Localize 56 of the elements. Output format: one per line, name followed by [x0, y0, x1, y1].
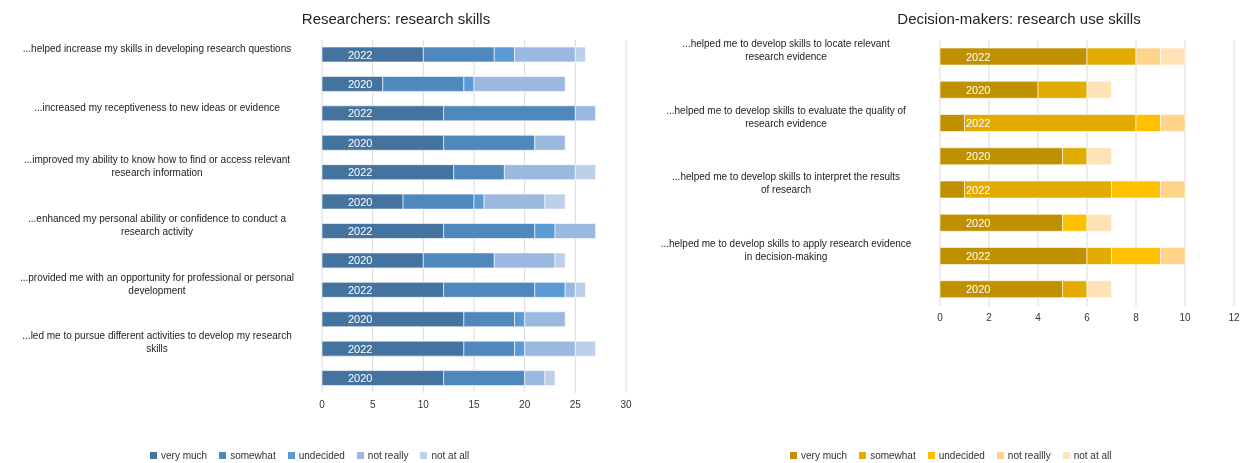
legend-label: not really [366, 450, 409, 461]
x-tick-label: 25 [569, 399, 582, 411]
y-tick-label: 2022 [966, 50, 991, 63]
x-tick-label: 8 [1133, 312, 1140, 324]
x-tick-label: 6 [1084, 312, 1091, 324]
text: ...helped increase my skills in developing research questions [22, 42, 292, 54]
y-tick-label: 2022 [348, 48, 373, 61]
y-tick-label: 2022 [348, 225, 373, 237]
chart-title: Researchers: research skills [300, 10, 492, 27]
y-tick-label: 2022 [966, 117, 991, 129]
legend-label: not reallly [1006, 450, 1051, 461]
y-tick-label: 2022 [348, 342, 373, 355]
x-tick-label: 15 [468, 399, 480, 411]
legend-label: not at all [1072, 450, 1112, 461]
y-tick-label: 2020 [348, 77, 373, 90]
text: ...provided me with an opportunity for professional or personal development [19, 271, 295, 296]
x-tick-label: 0 [937, 312, 944, 324]
x-tick-label: 12 [1228, 312, 1240, 324]
legend-label: undecided [937, 450, 985, 461]
x-tick-label: 10 [1179, 312, 1191, 324]
y-tick-label: 2022 [966, 250, 991, 262]
legend-label: undecided [297, 450, 345, 461]
legend-label: not at all [430, 450, 470, 461]
legend-label: very much [800, 450, 848, 461]
x-tick-label: 30 [620, 399, 632, 411]
y-tick-label: 2022 [348, 107, 373, 120]
y-tick-label: 2022 [348, 283, 373, 296]
x-tick-label: 10 [417, 399, 430, 411]
y-tick-label: 2020 [348, 313, 373, 326]
text: ...helped me to develop skills to apply research evidence in decision-making [660, 237, 912, 262]
text: ...helped me to develop skills to evaluate the quality of research evidence [666, 104, 907, 129]
y-tick-label: 2020 [348, 195, 373, 208]
x-tick-label: 2 [986, 312, 993, 324]
y-tick-label: 2020 [348, 372, 373, 385]
text: ...led me to pursue different activities to develop my research skills [22, 330, 292, 355]
text: ...helped me to develop skills to locate relevant research evidence [682, 38, 890, 63]
y-tick-label: 2020 [348, 136, 373, 149]
x-tick-label: 4 [1035, 312, 1042, 324]
x-tick-label: 5 [369, 399, 376, 411]
x-tick-label: 20 [519, 399, 531, 411]
x-tick-label: 0 [319, 399, 326, 411]
y-tick-label: 2020 [966, 216, 991, 229]
y-tick-label: 2020 [966, 150, 991, 163]
chart-title: Decision-makers: research use skills [896, 10, 1142, 27]
y-tick-label: 2020 [966, 283, 991, 296]
y-tick-label: 2022 [966, 183, 991, 196]
text: ...improved my ability to know how to find or access relevant research information [23, 153, 291, 178]
y-tick-label: 2020 [966, 83, 991, 96]
legend-label: somewhat [229, 450, 276, 461]
text: ...increased my receptiveness to new ideas or evidence [34, 101, 281, 113]
legend-label: somewhat [869, 450, 916, 461]
text: ...enhanced my personal ability or confidence to conduct a research activity [28, 212, 287, 237]
y-tick-label: 2020 [348, 254, 373, 267]
text: ...helped me to develop skills to interpret the results of research [672, 171, 900, 196]
legend-label: very much [160, 450, 208, 461]
y-tick-label: 2022 [348, 166, 373, 179]
